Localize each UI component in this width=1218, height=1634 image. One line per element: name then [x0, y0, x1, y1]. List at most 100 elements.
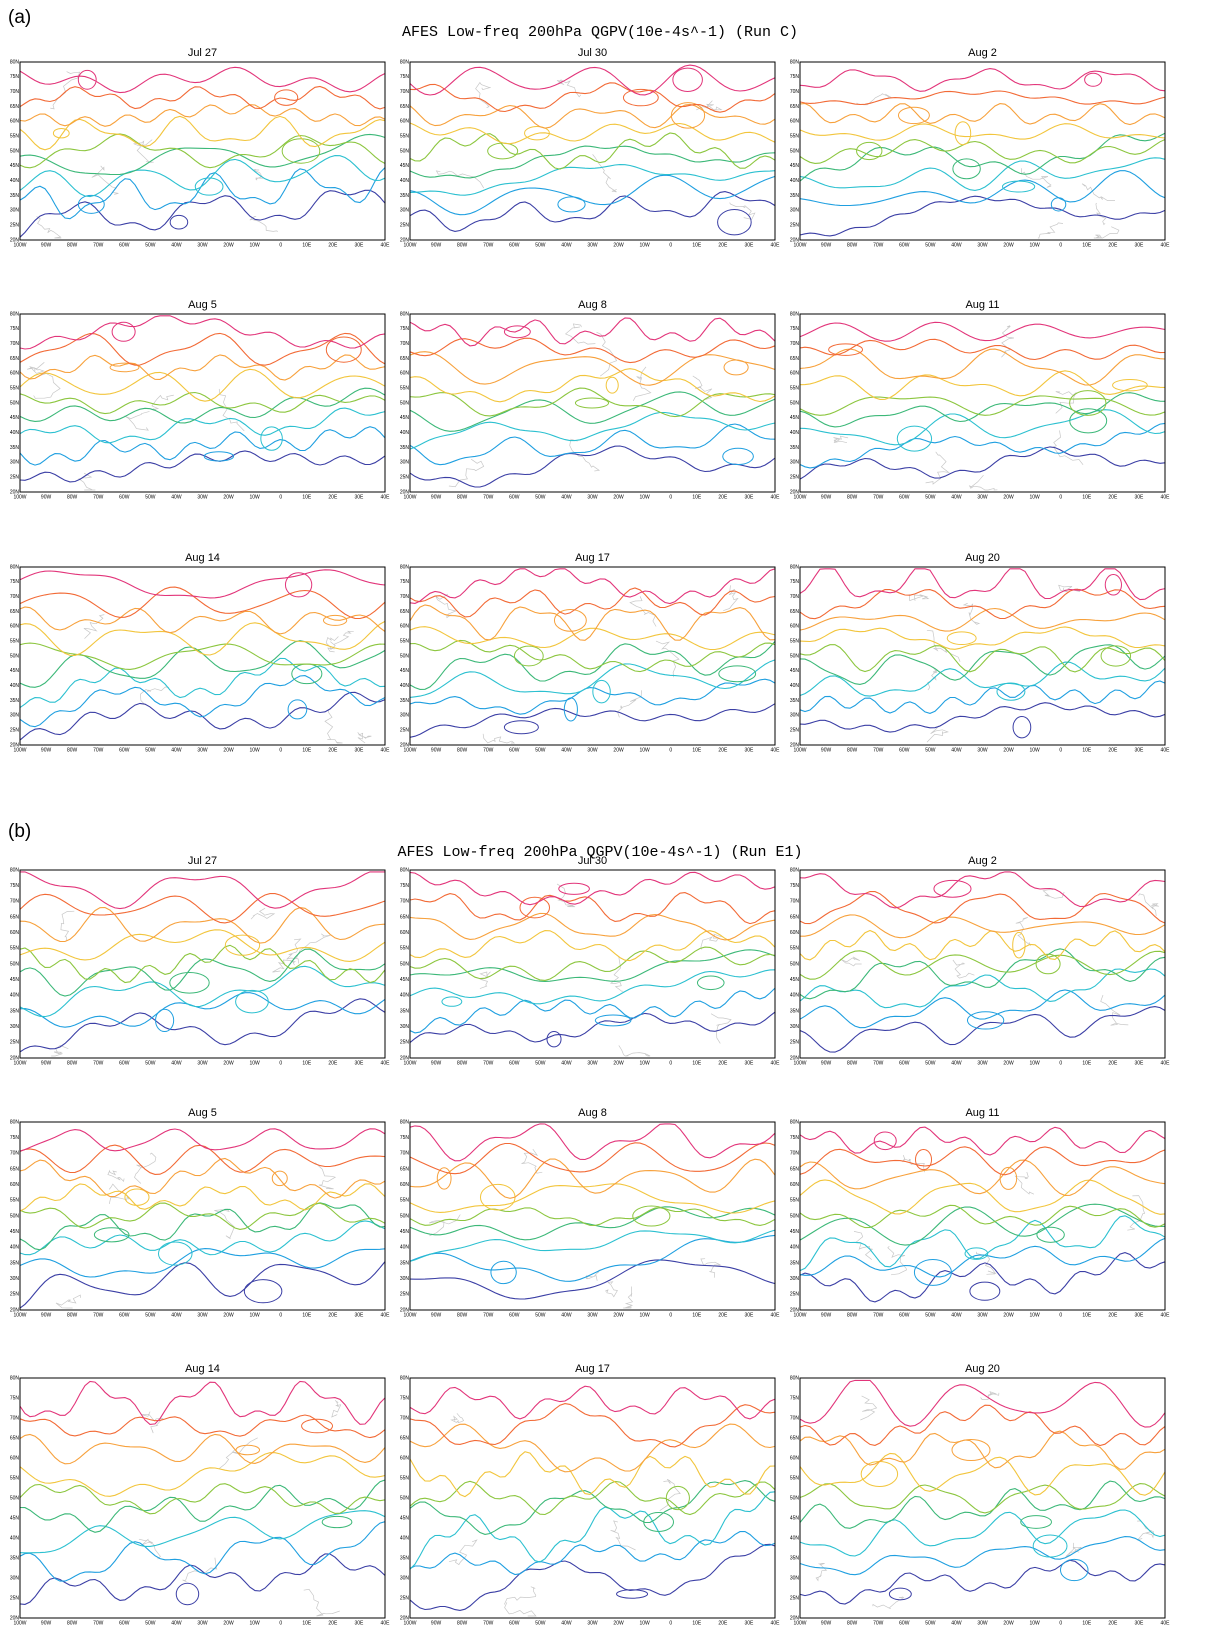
coastline	[1093, 226, 1120, 239]
y-tick-label: 20N	[400, 489, 410, 495]
contour-line	[19, 85, 386, 110]
y-tick-label: 20N	[400, 237, 410, 243]
x-tick-label: 10E	[692, 494, 702, 500]
y-tick-label: 65N	[10, 914, 20, 920]
coastline	[700, 1258, 721, 1278]
x-tick-label: 70W	[93, 1312, 104, 1318]
contour-line	[799, 392, 1166, 428]
contour-line	[19, 992, 386, 1028]
contour-cell	[696, 975, 725, 991]
contour-line	[799, 1203, 1166, 1246]
contour-cell	[441, 996, 463, 1007]
contour-line	[799, 1146, 1166, 1176]
contour-cell	[964, 1247, 989, 1260]
x-tick-label: 60W	[509, 1312, 520, 1318]
x-tick-label: 80W	[847, 747, 858, 753]
coastline	[1138, 893, 1159, 916]
x-tick-label: 80W	[67, 1620, 78, 1626]
x-tick-label: 80W	[67, 494, 78, 500]
contour-cell	[946, 631, 977, 645]
y-tick-label: 40N	[790, 1245, 800, 1251]
contour-cell	[194, 177, 224, 196]
y-tick-label: 25N	[790, 1292, 800, 1298]
map-panel: Aug 5 80N 75N 70N 65N 60N 55N 50N 45N 40N 35N 30N 25…	[10, 1107, 390, 1318]
y-tick-label: 50N	[400, 961, 410, 967]
x-tick-label: 30E	[744, 1312, 754, 1318]
y-tick-label: 30N	[400, 1276, 410, 1282]
coastline	[55, 1294, 81, 1309]
x-tick-label: 30W	[587, 1060, 598, 1066]
x-tick-label: 90W	[41, 747, 52, 753]
x-tick-label: 70W	[93, 747, 104, 753]
contour-line	[799, 661, 1166, 697]
contour-line	[409, 969, 776, 1005]
x-tick-label: 50W	[145, 494, 156, 500]
y-tick-label: 50N	[400, 653, 410, 659]
contour-line	[409, 103, 776, 129]
y-tick-label: 30N	[790, 1024, 800, 1030]
map-panel: Aug 2 80N 75N 70N 65N 60N 55N 50N 45N 40N 35N 30N 25…	[790, 47, 1170, 248]
x-tick-label: 100W	[403, 242, 416, 248]
y-tick-label: 70N	[10, 89, 20, 95]
x-tick-label: 10W	[1030, 747, 1041, 753]
y-tick-label: 25N	[400, 1040, 410, 1046]
contour-line	[19, 1483, 386, 1515]
x-tick-label: 90W	[821, 747, 832, 753]
contour-line	[799, 968, 1166, 1009]
x-tick-label: 0	[1059, 1060, 1062, 1066]
y-tick-label: 75N	[790, 74, 800, 80]
y-tick-label: 35N	[790, 1555, 800, 1561]
contour-cell	[224, 934, 261, 956]
x-tick-label: 40E	[771, 494, 781, 500]
y-tick-label: 25N	[400, 222, 410, 228]
x-tick-label: 0	[279, 242, 282, 248]
y-tick-label: 30N	[10, 1575, 20, 1581]
y-tick-label: 70N	[790, 1415, 800, 1421]
contour-cell	[860, 1461, 899, 1487]
x-tick-label: 50W	[535, 1620, 546, 1626]
map-frame	[19, 566, 386, 746]
contour-line	[19, 450, 386, 483]
contour-line	[409, 912, 776, 941]
y-tick-label: 65N	[400, 104, 410, 110]
map-frame	[409, 61, 776, 241]
coastline	[700, 933, 722, 950]
contour-line	[409, 351, 776, 386]
map-frame	[19, 61, 386, 241]
x-tick-label: 10W	[640, 1060, 651, 1066]
x-tick-label: 90W	[41, 494, 52, 500]
y-tick-label: 70N	[790, 594, 800, 600]
contour-line	[799, 1126, 1166, 1156]
coastline	[1095, 202, 1107, 226]
contour-line	[799, 195, 1166, 237]
coastline	[1042, 889, 1065, 899]
y-tick-label: 75N	[790, 579, 800, 585]
contour-cell	[951, 1438, 991, 1462]
x-tick-label: 60W	[509, 1620, 520, 1626]
y-tick-label: 65N	[790, 1166, 800, 1172]
x-tick-label: 60W	[119, 747, 130, 753]
contour-cell	[557, 196, 586, 213]
x-tick-label: 100W	[793, 1620, 806, 1626]
contour-line	[799, 68, 1166, 92]
figure-label: (b)	[8, 821, 31, 842]
y-tick-label: 70N	[790, 899, 800, 905]
y-tick-label: 75N	[790, 326, 800, 332]
map-panel: Aug 20 80N 75N 70N 65N 60N 55N 50N 45N 40N 35N 30N 2…	[790, 552, 1170, 753]
coastline	[927, 666, 938, 691]
y-tick-label: 75N	[10, 326, 20, 332]
contour-cell	[896, 425, 933, 452]
x-tick-label: 20E	[328, 242, 338, 248]
y-tick-label: 35N	[400, 698, 410, 704]
contour-line	[19, 167, 386, 220]
map-panel: Aug 5 80N 75N 70N 65N 60N 55N 50N 45N 40N 35N 30N 25…	[10, 299, 390, 500]
x-tick-label: 10W	[1030, 1312, 1041, 1318]
y-tick-label: 20N	[400, 1615, 410, 1621]
y-tick-label: 45N	[790, 977, 800, 983]
x-tick-label: 10E	[302, 494, 312, 500]
contour-line	[409, 587, 776, 618]
coastline	[134, 1152, 157, 1184]
coastline	[632, 366, 652, 402]
y-tick-label: 25N	[400, 1595, 410, 1601]
x-tick-label: 40E	[1161, 1620, 1171, 1626]
